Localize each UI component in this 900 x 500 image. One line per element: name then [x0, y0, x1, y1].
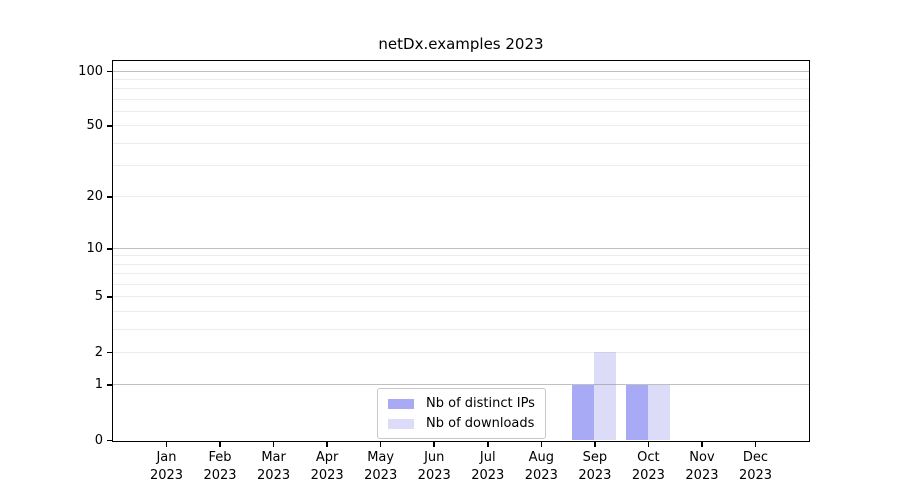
x-tick-label-dec: Dec 2023	[726, 449, 786, 485]
gridline-minor	[113, 78, 809, 80]
x-tick-year: 2023	[578, 468, 612, 483]
gridline-minor	[113, 164, 809, 166]
bar-sep-downloads	[594, 352, 617, 440]
gridline-major	[113, 384, 809, 386]
x-tick-year: 2023	[471, 468, 505, 483]
gridline-minor	[113, 125, 809, 127]
gridline-minor	[113, 263, 809, 265]
y-tick-mark	[107, 196, 112, 198]
x-tick-month: Jul	[479, 450, 496, 465]
x-tick-year: 2023	[364, 468, 398, 483]
x-tick-month: Feb	[208, 450, 232, 465]
x-tick-month: Oct	[637, 450, 660, 465]
x-tick-year: 2023	[631, 468, 665, 483]
gridline-minor	[113, 296, 809, 298]
x-tick-mark	[487, 441, 489, 447]
gridline-minor	[113, 283, 809, 285]
bar-sep-distinct-ips	[572, 384, 595, 440]
gridline-minor	[113, 351, 809, 353]
bar-oct-distinct-ips	[625, 384, 648, 440]
y-tick-mark	[107, 439, 112, 442]
legend-label-downloads: Nb of downloads	[426, 416, 535, 431]
x-tick-month: Sep	[582, 450, 608, 465]
gridline-minor	[113, 273, 809, 275]
x-tick-label-jun: Jun 2023	[404, 449, 464, 485]
x-tick-label-feb: Feb 2023	[190, 449, 250, 485]
x-tick-mark	[219, 441, 221, 447]
x-tick-label-apr: Apr 2023	[297, 449, 357, 485]
gridline-minor	[113, 110, 809, 112]
y-tick-label: 50	[86, 118, 103, 134]
legend-item-downloads: Nb of downloads	[384, 415, 535, 432]
x-tick-month: Nov	[689, 450, 715, 465]
x-tick-label-mar: Mar 2023	[244, 449, 304, 485]
legend-item-distinct-ips: Nb of distinct IPs	[384, 395, 535, 412]
x-tick-mark	[754, 441, 757, 447]
y-tick-mark	[107, 384, 112, 386]
legend-label-distinct-ips: Nb of distinct IPs	[426, 396, 535, 411]
x-tick-label-nov: Nov 2023	[672, 449, 732, 485]
bar-oct-downloads	[647, 384, 670, 440]
x-tick-mark	[379, 441, 382, 447]
x-tick-year: 2023	[310, 468, 344, 483]
plot-area: Nb of distinct IPs Nb of downloads	[112, 60, 810, 442]
gridline-minor	[113, 328, 809, 330]
x-tick-month: Jan	[156, 450, 177, 465]
x-tick-year: 2023	[738, 468, 773, 483]
x-tick-month: Mar	[261, 450, 286, 465]
x-tick-mark	[647, 441, 650, 447]
legend-swatch-downloads-icon	[388, 418, 414, 429]
y-tick-label: 0	[94, 432, 103, 448]
x-tick-month: Aug	[528, 450, 554, 465]
gridline-minor	[113, 310, 809, 312]
gridline-minor	[113, 98, 809, 100]
x-tick-mark	[165, 441, 168, 447]
y-tick-label: 10	[86, 240, 103, 256]
legend-swatch-distinct-ips-icon	[388, 398, 414, 409]
y-tick-label: 5	[94, 289, 103, 305]
x-tick-year: 2023	[203, 468, 237, 483]
x-tick-year: 2023	[417, 468, 451, 483]
y-tick-label: 20	[86, 189, 103, 205]
x-tick-year: 2023	[149, 468, 184, 483]
gridlines-layer	[113, 61, 809, 441]
y-tick-label: 1	[94, 377, 103, 393]
y-tick-mark	[107, 248, 112, 250]
y-tick-mark	[107, 296, 112, 298]
x-tick-mark	[272, 441, 275, 447]
gridline-minor	[113, 88, 809, 90]
bars-layer	[113, 61, 809, 441]
chart-title: netDx.examples 2023	[378, 35, 544, 53]
x-tick-month: Jun	[424, 450, 445, 465]
gridline-minor	[113, 142, 809, 144]
x-tick-mark	[701, 441, 703, 447]
x-tick-label-may: May 2023	[351, 449, 411, 485]
y-tick-mark	[107, 70, 112, 73]
y-tick-mark	[107, 351, 112, 354]
y-tick-label: 100	[78, 63, 103, 79]
legend: Nb of distinct IPs Nb of downloads	[377, 388, 546, 439]
x-tick-year: 2023	[524, 468, 558, 483]
x-tick-label-jan: Jan 2023	[137, 449, 197, 485]
x-tick-month: Apr	[315, 450, 339, 465]
x-tick-year: 2023	[257, 468, 291, 483]
x-tick-mark	[433, 441, 435, 447]
x-tick-label-aug: Aug 2023	[511, 449, 571, 485]
gridline-minor	[113, 196, 809, 198]
gridline-major	[113, 247, 809, 249]
x-tick-month: Dec	[742, 450, 769, 465]
x-tick-mark	[594, 441, 596, 447]
x-tick-month: May	[367, 450, 395, 465]
gridline-major	[113, 70, 809, 72]
gridline-minor	[113, 255, 809, 257]
y-tick-label: 2	[94, 344, 103, 360]
x-tick-mark	[540, 441, 543, 447]
x-tick-label-sep: Sep 2023	[565, 449, 625, 485]
x-tick-label-oct: Oct 2023	[618, 449, 678, 485]
y-tick-mark	[107, 125, 112, 127]
x-tick-year: 2023	[685, 468, 719, 483]
x-tick-label-jul: Jul 2023	[458, 449, 518, 485]
x-tick-mark	[326, 441, 328, 447]
